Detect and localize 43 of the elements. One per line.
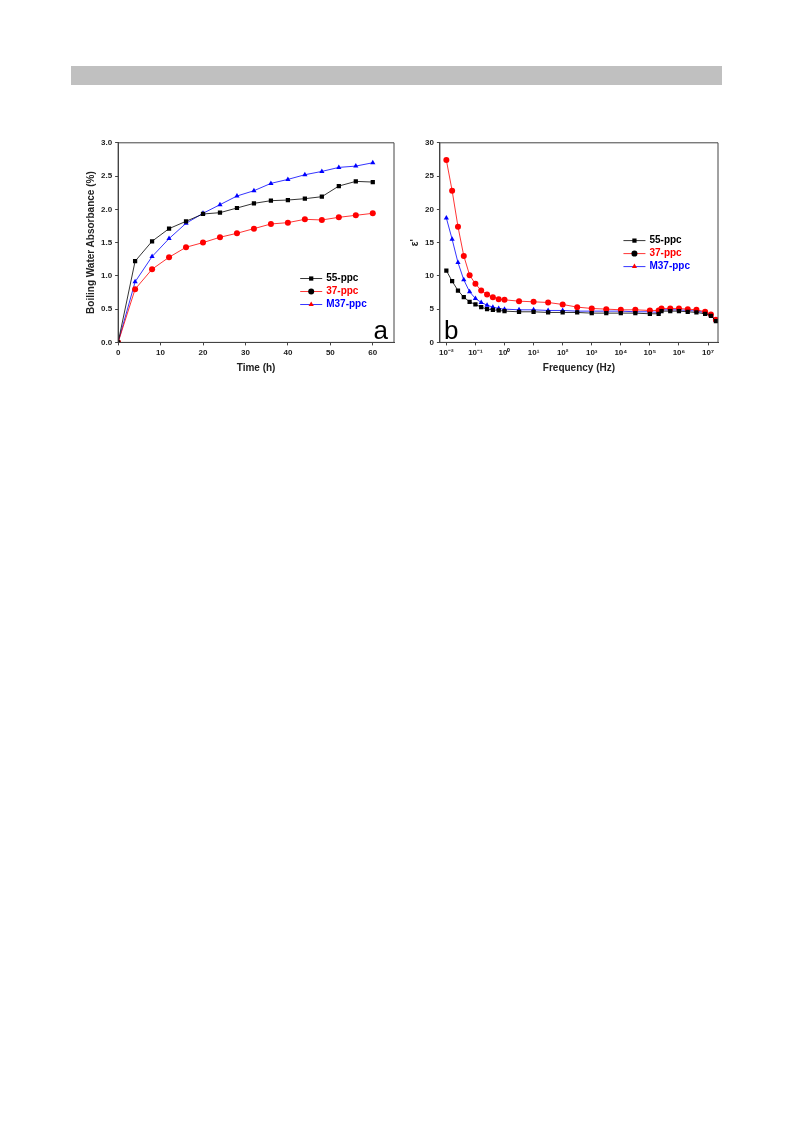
x-tick-label: 10 (156, 348, 166, 358)
y-tick-label: 10 (424, 271, 435, 281)
y-tick-label: 3.0 (101, 138, 113, 147)
legend-label: 37-ppc (649, 247, 683, 259)
x-tick-label: 50 (325, 348, 336, 358)
x-tick-label: 10⁻² (439, 348, 454, 358)
y-axis-title: Boiling Water Absorbance (%) (84, 171, 96, 314)
y-tick-label: 2.5 (101, 171, 113, 181)
x-tick-label: 30 (241, 348, 251, 358)
y-tick-label: 2.0 (101, 204, 113, 214)
legend-label: M37-ppc (649, 260, 691, 272)
y-tick-label: 0 (429, 337, 435, 347)
y-tick-label: 1.5 (101, 237, 113, 247)
annotation: a (373, 314, 389, 345)
y-tick-label: 20 (424, 204, 435, 214)
annotation: b (443, 314, 459, 345)
x-axis-title: Time (h) (236, 361, 276, 373)
x-tick-label: 10³ (585, 348, 598, 358)
x-tick-label: 10⁷ (701, 348, 715, 358)
y-tick-label: 30 (424, 138, 435, 147)
y-tick-label: 5 (429, 304, 435, 314)
x-tick-label: 10¹ (527, 348, 540, 358)
x-tick-label: 10⁵ (643, 348, 657, 358)
x-tick-label: 20 (198, 348, 208, 358)
x-tick-label: 10⁰ (498, 348, 511, 358)
legend-label: M37-ppc (326, 298, 368, 310)
y-tick-label: 0.5 (101, 304, 113, 314)
y-tick-label: 0.0 (101, 337, 113, 347)
y-tick-label: 1.0 (101, 271, 113, 281)
x-tick-label: 10² (556, 348, 569, 358)
x-tick-label: 10⁻¹ (468, 348, 484, 358)
x-tick-label: 40 (283, 348, 293, 358)
x-axis-title: Frequency (Hz) (542, 361, 616, 373)
x-tick-label: 10⁴ (614, 348, 628, 358)
legend-label: 55-ppc (326, 272, 359, 284)
x-tick-label: 10⁶ (672, 348, 686, 358)
y-tick-label: 15 (424, 237, 435, 247)
legend-label: 37-ppc (326, 285, 359, 297)
x-tick-label: 60 (368, 348, 378, 358)
y-axis-title: ε' (408, 239, 420, 247)
x-tick-label: 0 (115, 348, 121, 358)
legend-label: 55-ppc (649, 234, 683, 246)
y-tick-label: 25 (424, 171, 435, 181)
